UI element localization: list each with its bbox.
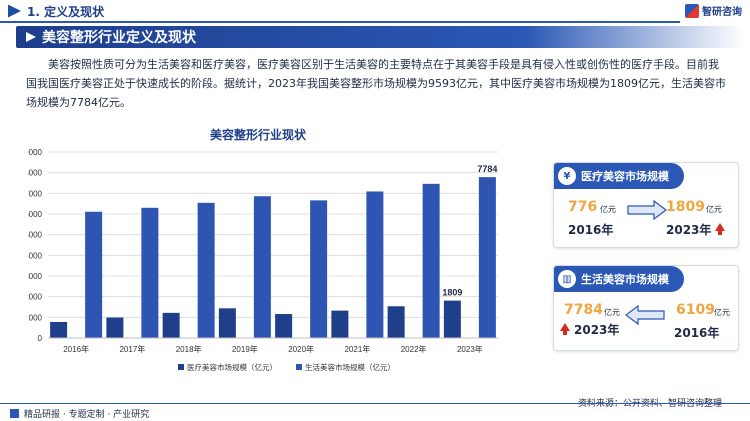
- bar-medical: [443, 300, 461, 338]
- legend-swatch: [178, 364, 184, 370]
- card-header: ▥ 生活美容市场规模: [554, 266, 684, 292]
- footer-tagline: 精品研报 · 专题定制 · 产业研究: [10, 407, 149, 420]
- y-tick-label: 8000: [28, 169, 43, 178]
- x-tick-label: 2019年: [232, 344, 258, 354]
- bar-medical: [275, 314, 293, 338]
- card-lifestyle-beauty: ▥ 生活美容市场规模 7784 亿元 2023年 6109 亿元 2016年: [553, 265, 739, 351]
- bar-chart: 0 1000 2000 3000 4000 5000 6000 7000 8000 9000 201…: [28, 148, 498, 372]
- card-to-value: 1809: [666, 199, 705, 215]
- x-tick-label: 2021年: [344, 344, 370, 354]
- bar-lifestyle: [366, 191, 384, 338]
- logo-text: 智研咨询: [702, 7, 742, 18]
- x-tick-label: 2020年: [288, 344, 314, 354]
- section-title: 1. 定义及现状: [27, 4, 105, 19]
- banner-arrow-icon: [26, 32, 36, 42]
- bar-lifestyle: [253, 196, 271, 338]
- bar-medical: [387, 306, 405, 338]
- y-tick-label: 7000: [28, 189, 43, 198]
- card-from-year: 2016年: [674, 326, 720, 340]
- top-divider: [0, 21, 680, 23]
- card-from-unit: 亿元: [714, 308, 730, 317]
- card-from-value: 6109: [676, 302, 715, 318]
- x-tick-label: 2017年: [119, 344, 145, 354]
- bar-medical: [106, 317, 124, 338]
- y-tick-label: 9000: [28, 148, 43, 157]
- y-tick-label: 1000: [28, 313, 43, 322]
- y-tick-label: 2000: [28, 293, 43, 302]
- y-tick-label: 6000: [28, 210, 43, 219]
- bar-medical: [50, 321, 68, 338]
- chart-title: 美容整形行业现状: [210, 128, 307, 142]
- card-from-unit: 亿元: [600, 205, 616, 214]
- x-tick-label: 2023年: [457, 344, 483, 354]
- bar-lifestyle: [197, 202, 215, 338]
- footer: 精品研报 · 专题定制 · 产业研究: [0, 403, 750, 421]
- footer-text: 精品研报 · 专题定制 · 产业研究: [24, 410, 150, 420]
- legend-label: 医疗美容市场规模（亿元）: [187, 362, 277, 372]
- bar-lifestyle: [141, 207, 159, 338]
- left-arrow-icon: [625, 304, 665, 326]
- card-to-year: 2023年: [666, 223, 712, 237]
- card-medical-beauty: ¥ 医疗美容市场规模 776 亿元 2016年 1809 亿元 2023年: [553, 162, 739, 248]
- up-arrow-stem: [563, 331, 567, 335]
- title-banner: 美容整形行业定义及现状: [16, 26, 744, 48]
- card-from-year: 2016年: [568, 223, 614, 237]
- y-tick-label: 0: [38, 334, 43, 343]
- logo-icon: [685, 3, 699, 18]
- card-to-unit: 亿元: [706, 205, 722, 214]
- footer-mark-icon: [10, 409, 19, 418]
- card-to-unit: 亿元: [604, 308, 620, 317]
- card-to-year: 2023年: [574, 323, 620, 337]
- x-tick-label: 2022年: [401, 344, 427, 354]
- bar-medical: [162, 312, 180, 338]
- bar-chart-icon: ▥: [558, 270, 576, 288]
- brand-logo: 智研咨询: [685, 3, 742, 18]
- bar-lifestyle: [422, 183, 440, 338]
- bar-lifestyle: [310, 200, 328, 338]
- card-title: 生活美容市场规模: [581, 273, 669, 286]
- card-to-value: 7784: [564, 302, 603, 318]
- y-tick-label: 3000: [28, 272, 43, 281]
- top-bar: 1. 定义及现状: [0, 0, 750, 22]
- source-note: 资料来源：公开资料、智研咨询整理: [577, 399, 722, 409]
- up-arrow-icon: [560, 323, 570, 331]
- money-bag-icon: ¥: [558, 167, 576, 185]
- x-tick-label: 2016年: [63, 344, 89, 354]
- card-title: 医疗美容市场规模: [581, 170, 669, 183]
- up-arrow-stem: [718, 231, 722, 235]
- bar-lifestyle: [478, 177, 496, 338]
- card-header: ¥ 医疗美容市场规模: [554, 163, 684, 189]
- intro-paragraph: 美容按照性质可分为生活美容和医疗美容，医疗美容区别于生活美容的主要特点在于其美容…: [26, 58, 726, 109]
- right-arrow-icon: [627, 199, 667, 221]
- up-arrow-icon: [715, 223, 725, 231]
- section-marker-icon: [8, 4, 21, 18]
- data-label: 7784: [477, 164, 497, 174]
- bar-medical: [218, 308, 236, 338]
- y-tick-label: 4000: [28, 251, 43, 260]
- legend-swatch: [296, 364, 302, 370]
- legend-label: 生活美容市场规模（亿元）: [305, 362, 395, 372]
- card-from-value: 776: [568, 199, 598, 215]
- bar-lifestyle: [85, 211, 103, 338]
- x-tick-label: 2018年: [176, 344, 202, 354]
- bar-medical: [331, 310, 349, 338]
- page-title: 美容整形行业定义及现状: [42, 30, 196, 46]
- data-label: 1809: [442, 288, 462, 298]
- y-tick-label: 5000: [28, 231, 43, 240]
